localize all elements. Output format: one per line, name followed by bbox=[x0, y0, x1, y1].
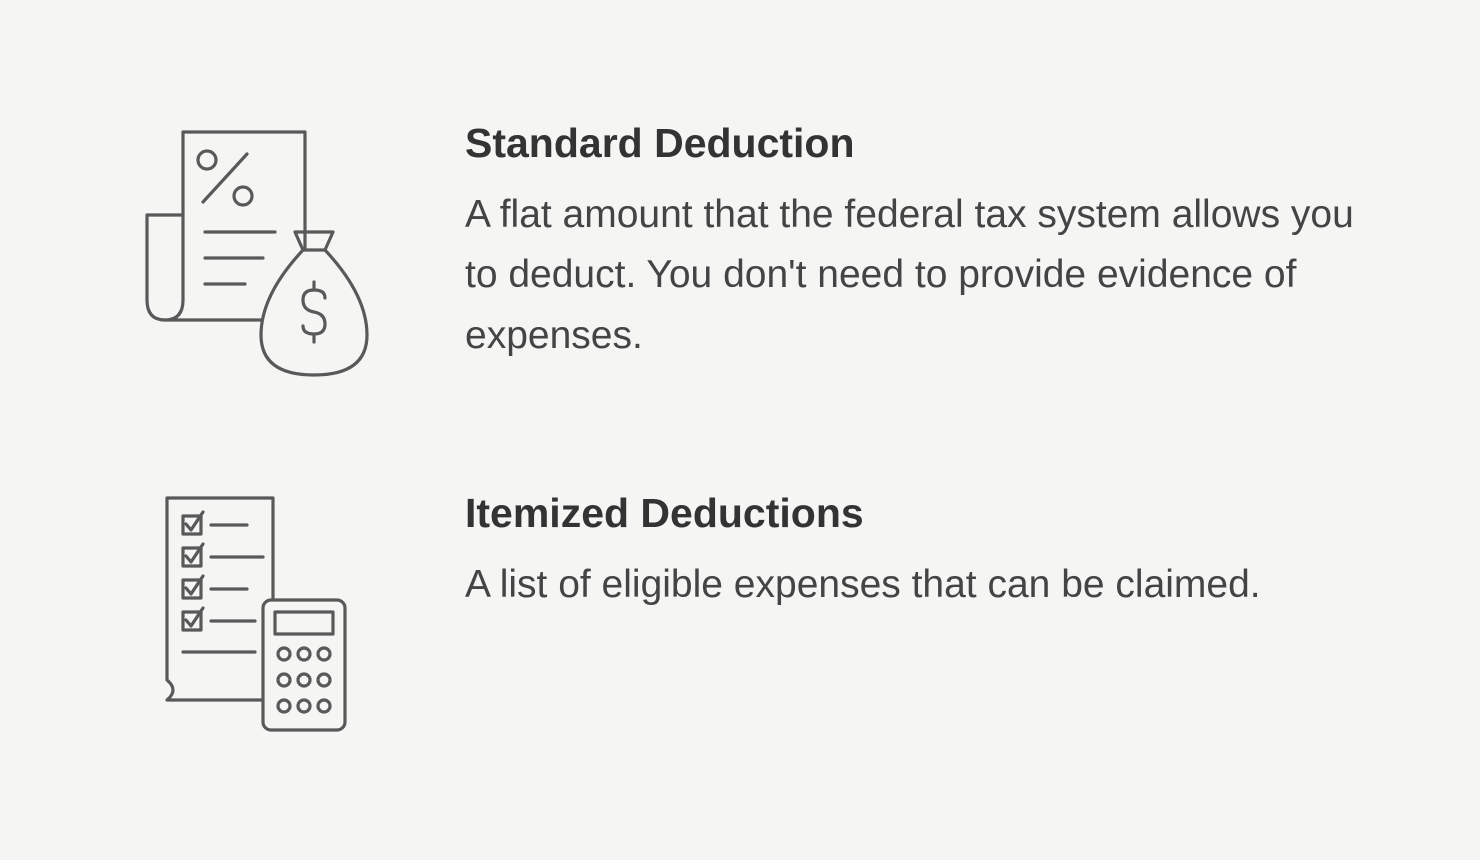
receipt-money-bag-icon bbox=[135, 120, 375, 390]
standard-deduction-description: A flat amount that the federal tax syste… bbox=[465, 185, 1380, 366]
entry-itemized-deductions: Itemized Deductions A list of eligible e… bbox=[135, 490, 1380, 740]
entry-standard-deduction: Standard Deduction A flat amount that th… bbox=[135, 120, 1380, 390]
checklist-calculator-icon bbox=[155, 490, 355, 740]
itemized-deductions-heading: Itemized Deductions bbox=[465, 490, 1380, 537]
itemized-deductions-text: Itemized Deductions A list of eligible e… bbox=[465, 490, 1380, 615]
standard-deduction-icon-container bbox=[135, 120, 375, 390]
standard-deduction-heading: Standard Deduction bbox=[465, 120, 1380, 167]
itemized-deductions-icon-container bbox=[135, 490, 375, 740]
standard-deduction-text: Standard Deduction A flat amount that th… bbox=[465, 120, 1380, 366]
itemized-deductions-description: A list of eligible expenses that can be … bbox=[465, 555, 1380, 615]
